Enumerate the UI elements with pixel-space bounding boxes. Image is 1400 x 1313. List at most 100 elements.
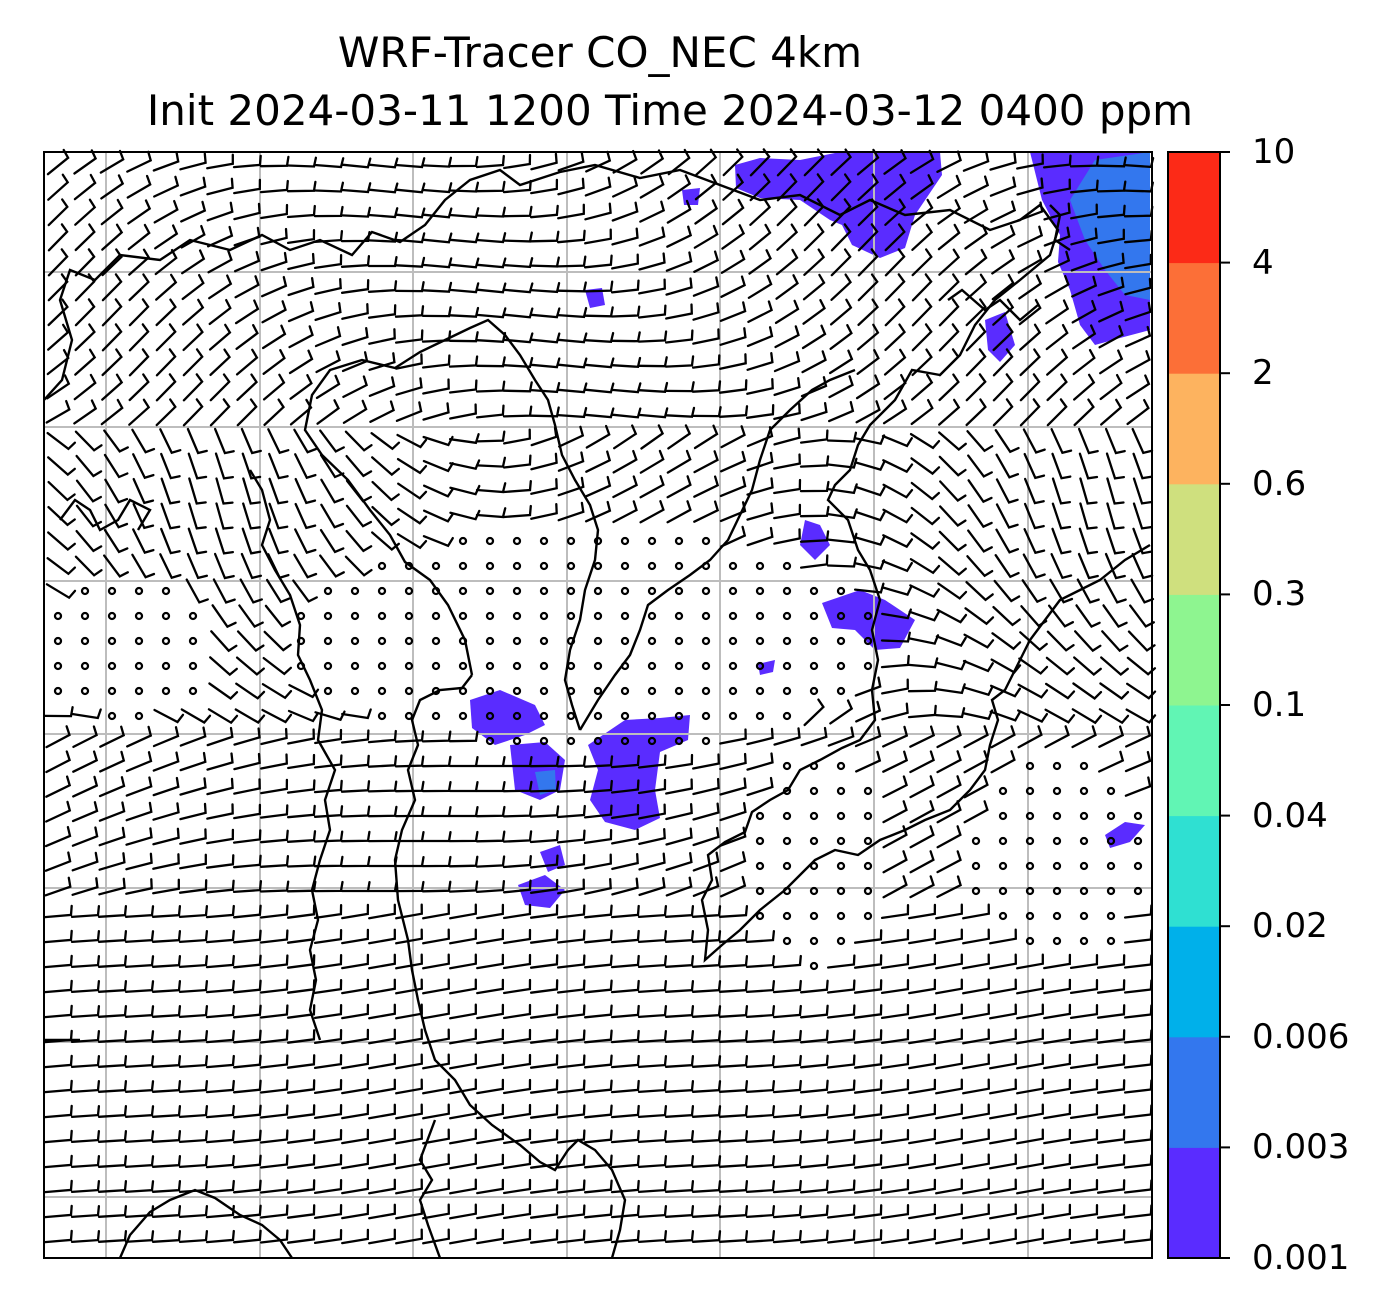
wind-barb	[611, 253, 639, 270]
wind-barb	[965, 580, 994, 602]
wind-barb	[529, 230, 560, 243]
wind-barb-calm	[377, 686, 387, 696]
wind-barb	[1096, 204, 1126, 219]
wind-barb	[127, 223, 151, 251]
wind-barb	[1044, 725, 1070, 749]
wind-barb	[745, 1029, 776, 1044]
colorbar-tick-label: 10	[1252, 132, 1296, 172]
wind-barb	[124, 955, 155, 968]
wind-barb-calm	[593, 586, 603, 596]
wind-barb-calm	[1052, 911, 1062, 921]
wind-barb	[205, 979, 235, 994]
wind-barb	[259, 1229, 289, 1244]
wind-barb	[991, 632, 1022, 651]
wind-barb	[502, 504, 532, 519]
wind-barb	[854, 726, 882, 748]
wind-barb	[748, 223, 772, 251]
wind-barb	[529, 357, 561, 369]
wind-barb	[938, 323, 960, 352]
wind-barb-calm	[161, 586, 171, 596]
wind-barb	[368, 376, 396, 397]
wind-barb	[232, 929, 262, 944]
wind-barb	[449, 903, 477, 920]
wind-barb	[153, 199, 179, 224]
wind-barb-calm	[1133, 836, 1143, 846]
wind-barb	[1069, 1003, 1099, 1020]
wind-barb	[395, 353, 423, 370]
wind-barb	[909, 432, 941, 450]
wind-barb	[232, 1229, 262, 1244]
wind-barb	[853, 1129, 883, 1144]
wind-barb	[745, 929, 776, 944]
wind-barb	[1017, 249, 1043, 274]
wind-barb	[179, 853, 207, 870]
wind-barb-calm	[566, 711, 576, 721]
wind-barb	[186, 427, 208, 455]
wind-barb	[395, 1203, 423, 1220]
wind-barb	[151, 1205, 182, 1218]
wind-barb	[341, 1053, 370, 1070]
wind-barb	[178, 1004, 209, 1019]
wind-barb-calm	[836, 661, 846, 671]
wind-barb	[911, 348, 933, 377]
wind-barb	[293, 428, 318, 454]
wind-barb	[422, 1203, 450, 1220]
wind-barb	[989, 176, 1017, 197]
wind-barb	[718, 379, 748, 394]
wind-barb-calm	[620, 711, 630, 721]
wind-barb	[315, 350, 341, 374]
wind-barb	[421, 880, 452, 893]
wind-barb	[556, 804, 586, 819]
wind-barb	[935, 1078, 963, 1095]
wind-barb	[502, 978, 532, 995]
wind-barb	[826, 1029, 856, 1044]
wind-barb	[664, 1055, 695, 1068]
wind-barb	[799, 480, 830, 493]
wind-barb	[853, 1179, 883, 1194]
wind-barb	[966, 430, 994, 453]
wind-barb	[97, 1030, 128, 1043]
wind-barb	[529, 1229, 559, 1244]
wind-barb	[638, 827, 666, 846]
wind-barb	[529, 307, 561, 319]
wind-barb	[125, 852, 153, 871]
wind-barb-calm	[296, 636, 306, 646]
wind-barb	[232, 1179, 262, 1194]
wind-barb	[881, 678, 909, 695]
wind-barb	[155, 348, 177, 377]
wind-barb	[371, 480, 400, 502]
wind-barb	[936, 775, 962, 799]
wind-barb-calm	[458, 611, 468, 621]
wind-barb	[241, 452, 262, 480]
wind-barb	[368, 1103, 396, 1120]
wind-barb	[422, 1053, 450, 1070]
wind-barb	[693, 250, 720, 273]
wind-barb	[962, 1028, 990, 1045]
wind-barb	[962, 928, 990, 945]
wind-barb	[719, 728, 747, 745]
wind-barb	[395, 1078, 423, 1095]
wind-barb	[611, 201, 639, 222]
wind-barb	[584, 853, 612, 870]
wind-barb-calm	[701, 536, 711, 546]
wind-barb	[745, 1129, 776, 1144]
wind-barb	[802, 299, 826, 325]
wind-barb	[367, 780, 398, 793]
wind-barb	[746, 477, 774, 496]
wind-barb	[235, 348, 259, 376]
wind-barb-calm	[485, 586, 495, 596]
wind-barb	[259, 1154, 289, 1169]
wind-barb	[205, 1004, 235, 1019]
wind-barb	[803, 698, 825, 727]
wind-barb	[476, 1228, 505, 1245]
wind-barb	[610, 1129, 640, 1144]
wind-barb	[994, 429, 1020, 454]
wind-barb-calm	[755, 911, 765, 921]
wind-barb	[557, 177, 585, 196]
wind-barb	[556, 780, 587, 793]
wind-barb	[125, 751, 153, 773]
wind-barb	[666, 475, 692, 499]
wind-barb-calm	[458, 586, 468, 596]
wind-barb	[1073, 656, 1102, 677]
wind-barb	[583, 1229, 613, 1244]
